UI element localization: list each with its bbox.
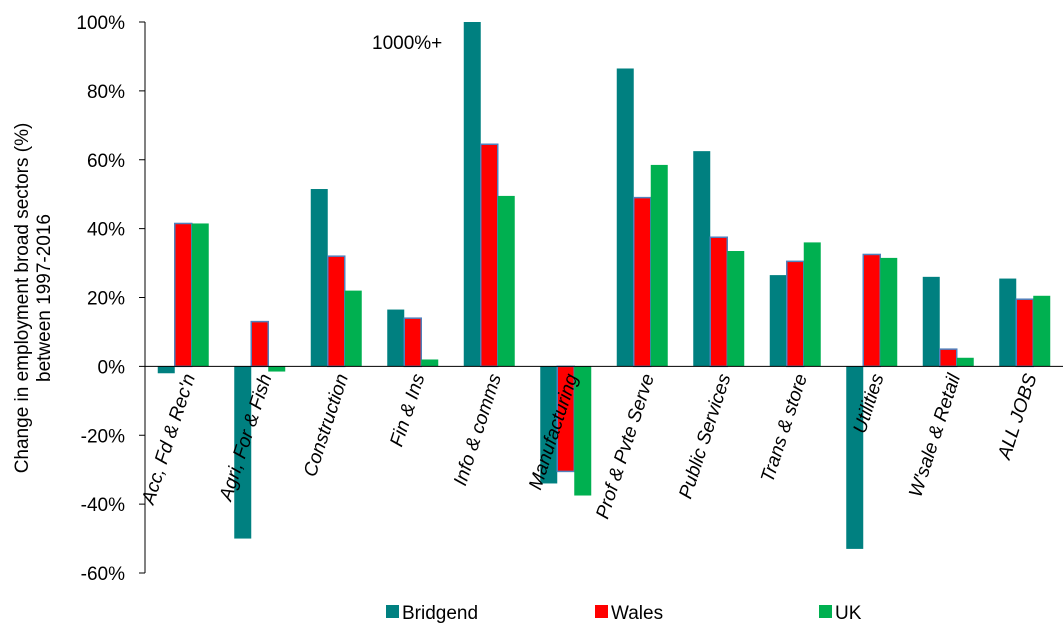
bar xyxy=(540,366,558,484)
x-tick-label: Prof & Pvte Serve xyxy=(592,371,659,521)
x-tick-label: Fin & Ins xyxy=(386,371,429,449)
y-tick-label: -40% xyxy=(81,495,125,516)
legend-label: UK xyxy=(835,603,862,624)
legend-label: Bridgend xyxy=(402,603,478,624)
y-tick-label: 40% xyxy=(87,220,125,241)
y-tick-label: -20% xyxy=(81,426,125,447)
y-tick-label: -60% xyxy=(81,564,125,585)
bar xyxy=(862,253,881,368)
y-tick-label: 20% xyxy=(87,289,125,310)
bars xyxy=(157,22,1051,549)
y-title-line: between 1997-2016 xyxy=(34,214,55,382)
y-tick-label: 60% xyxy=(87,151,125,172)
bar xyxy=(344,290,362,367)
x-tick-label: Acc, Fd & Rec'n xyxy=(138,371,200,507)
bar xyxy=(956,357,974,367)
bar xyxy=(463,22,481,367)
legend-swatch xyxy=(819,605,832,618)
bar xyxy=(421,359,439,367)
bar xyxy=(387,309,405,367)
bar xyxy=(709,236,728,368)
bar xyxy=(403,317,422,368)
y-title-line: Change in employment broad sectors (%) xyxy=(12,123,33,474)
bar xyxy=(803,242,821,367)
legend-label: Wales xyxy=(611,603,663,624)
legend-swatch xyxy=(386,605,399,618)
bar xyxy=(497,195,515,367)
y-tick-label: 100% xyxy=(76,13,125,34)
annotation: 1000%+ xyxy=(372,33,442,54)
legend-swatch xyxy=(595,605,608,618)
bar xyxy=(786,260,805,368)
x-tick-label: Construction xyxy=(300,371,353,479)
bar xyxy=(880,257,898,367)
x-tick-label: Trans & store xyxy=(757,371,812,485)
bar xyxy=(234,366,252,539)
bar xyxy=(157,366,175,374)
y-tick-label: 80% xyxy=(87,82,125,103)
x-tick-label: Public Services xyxy=(675,371,735,501)
bar xyxy=(769,275,787,367)
bar xyxy=(922,276,940,367)
bar xyxy=(327,255,346,368)
bar xyxy=(310,189,328,367)
bar xyxy=(633,196,652,368)
bar xyxy=(574,366,592,496)
bar xyxy=(999,278,1017,367)
x-tick-label: Info & comms xyxy=(450,371,506,488)
bar xyxy=(727,251,745,367)
bar xyxy=(174,222,193,368)
bar xyxy=(250,320,269,368)
bar xyxy=(693,151,711,367)
bar xyxy=(268,366,286,372)
x-tick-label: W'sale & Retail xyxy=(905,371,965,500)
bar xyxy=(616,68,634,367)
bar xyxy=(846,366,864,549)
bar xyxy=(939,348,958,368)
y-axis-title: Change in employment broad sectors (%) b… xyxy=(12,123,55,474)
bar xyxy=(480,143,499,368)
bar xyxy=(650,164,668,367)
bar xyxy=(191,223,209,367)
y-tick-label: 0% xyxy=(98,357,126,378)
bar xyxy=(1015,298,1034,368)
x-tick-label: ALL JOBS xyxy=(994,371,1042,463)
bar xyxy=(1033,295,1051,367)
